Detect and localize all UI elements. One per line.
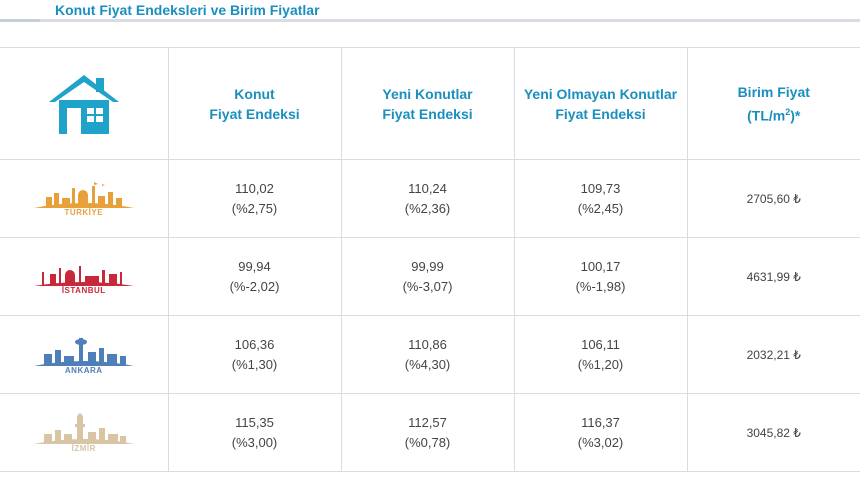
index-value: 99,99 [411,258,444,274]
cell-birim-fiyat: 4631,99 ₺ [686,237,860,316]
index-change: (%4,30) [404,356,451,372]
index-value: 109,73 [580,180,621,196]
index-change: (%2,75) [231,200,278,216]
index-change: (%2,45) [577,200,624,216]
column-header-line2: Fiyat Endeksi [382,105,473,122]
city-logo-ankara: ANKARA [0,315,169,394]
skyline-turkiye-icon [33,182,134,208]
index-value: 116,37 [581,414,620,430]
price-index-table: Konut Fiyat Endeksi Yeni Konutlar Fiyat … [0,47,860,472]
skyline-izmir-icon [33,413,134,444]
index-change: (%1,20) [577,356,624,372]
index-value: 110,86 [408,336,447,352]
cell-yeni-konutlar: 110,24 (%2,36) [340,159,515,238]
index-value: 106,36 [234,336,275,352]
index-value: 115,35 [235,414,274,430]
index-change: (%3,02) [577,434,624,450]
unit-prefix: (TL/m [747,107,786,124]
cell-yeni-olmayan: 109,73 (%2,45) [513,159,688,238]
index-change: (%-1,98) [575,278,626,294]
unit-superscript: 2 [785,106,791,117]
city-name: TÜRKİYE [64,208,104,217]
column-header-birim-fiyat: Birim Fiyat (TL/m2)* [686,47,860,160]
cell-konut: 99,94 (%-2,02) [167,237,342,316]
table-header-row: Konut Fiyat Endeksi Yeni Konutlar Fiyat … [0,47,860,160]
skyline-ankara-icon [33,338,134,366]
cell-konut: 115,35 (%3,00) [167,393,342,472]
column-header-yeni-konutlar: Yeni Konutlar Fiyat Endeksi [340,47,515,160]
index-change: (%3,00) [231,434,278,450]
column-header-line1: Konut [234,85,275,102]
index-change: (%0,78) [404,434,451,450]
cell-birim-fiyat: 2705,60 ₺ [686,159,860,238]
page-title: Konut Fiyat Endeksleri ve Birim Fiyatlar [55,2,320,18]
column-header-line2: Fiyat Endeksi [209,105,300,122]
cell-konut: 106,36 (%1,30) [167,315,342,394]
index-change: (%2,36) [404,200,451,216]
column-header-line2: Fiyat Endeksi [555,105,646,122]
unit-suffix: )* [790,107,801,124]
table-row: İSTANBUL 99,94 (%-2,02) 99,99 (%-3,07) 1… [0,237,860,316]
column-header-line1: Birim Fiyat [737,83,810,100]
cell-konut: 110,02 (%2,75) [167,159,342,238]
column-header-yeni-olmayan: Yeni Olmayan Konutlar Fiyat Endeksi [513,47,688,160]
column-header-line1: Yeni Olmayan Konutlar [523,85,678,102]
cell-yeni-konutlar: 112,57 (%0,78) [340,393,515,472]
column-header-line2: (TL/m2)* [688,102,860,126]
table-row: TÜRKİYE 110,02 (%2,75) 110,24 (%2,36) 10… [0,159,860,238]
house-icon [48,74,119,134]
column-header-konut: Konut Fiyat Endeksi [167,47,342,160]
house-icon-cell [0,47,169,160]
city-logo-turkiye: TÜRKİYE [0,159,169,238]
city-name: ANKARA [64,366,103,375]
cell-yeni-olmayan: 106,11 (%1,20) [513,315,688,394]
page-header: Konut Fiyat Endeksleri ve Birim Fiyatlar [0,0,860,24]
index-value: 99,94 [238,258,271,274]
city-logo-istanbul: İSTANBUL [0,237,169,316]
cell-yeni-konutlar: 110,86 (%4,30) [340,315,515,394]
table-row: İZMİR 115,35 (%3,00) 112,57 (%0,78) 116,… [0,393,860,472]
index-change: (%-3,07) [402,278,453,294]
index-value: 106,11 [581,336,620,352]
city-name: İZMİR [71,444,96,453]
index-change: (%1,30) [231,356,278,372]
index-value: 110,02 [235,180,274,196]
index-value: 110,24 [408,180,447,196]
city-logo-izmir: İZMİR [0,393,169,472]
cell-yeni-konutlar: 99,99 (%-3,07) [340,237,515,316]
header-divider [0,19,860,22]
cell-yeni-olmayan: 116,37 (%3,02) [513,393,688,472]
cell-birim-fiyat: 3045,82 ₺ [686,393,860,472]
table-row: ANKARA 106,36 (%1,30) 110,86 (%4,30) 106… [0,315,860,394]
index-value: 100,17 [580,258,621,274]
city-name: İSTANBUL [61,286,106,295]
cell-birim-fiyat: 2032,21 ₺ [686,315,860,394]
index-change: (%-2,02) [229,278,280,294]
header-divider-accent [0,19,40,22]
cell-yeni-olmayan: 100,17 (%-1,98) [513,237,688,316]
column-header-line1: Yeni Konutlar [382,85,473,102]
skyline-istanbul-icon [33,266,134,286]
index-value: 112,57 [408,414,447,430]
